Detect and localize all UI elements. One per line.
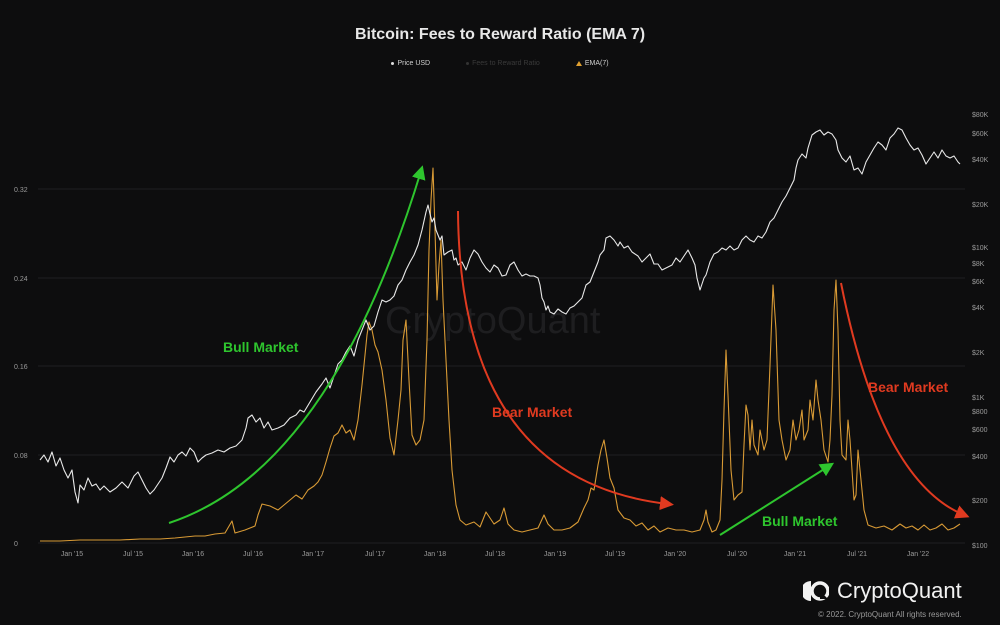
legend-item-price[interactable]: Price USD [391, 60, 430, 67]
y-right-tick: $20K [972, 202, 989, 209]
left-axis: 0.32 0.24 0.16 0.08 0 [14, 187, 28, 548]
watermark: CryptoQuant [385, 300, 601, 342]
x-tick: Jan '16 [182, 551, 204, 558]
annotation-bull-2: Bull Market [762, 513, 838, 529]
brand-name: CryptoQuant [837, 578, 962, 603]
y-left-tick: 0.24 [14, 276, 28, 283]
y-right-tick: $400 [972, 454, 988, 461]
annotation-bull-1: Bull Market [223, 339, 299, 355]
annotation-bear-1: Bear Market [492, 404, 572, 420]
cryptoquant-logo-icon [803, 581, 829, 601]
y-right-tick: $6K [972, 279, 985, 286]
legend-label-ratio: Fees to Reward Ratio [472, 60, 540, 67]
x-tick: Jan '18 [424, 551, 446, 558]
y-right-tick: $800 [972, 409, 988, 416]
y-right-tick: $4K [972, 305, 985, 312]
chart-legend: Price USD Fees to Reward Ratio EMA(7) [0, 60, 1000, 67]
y-right-tick: $10K [972, 245, 989, 252]
x-tick: Jan '17 [302, 551, 324, 558]
x-tick: Jan '20 [664, 551, 686, 558]
brand-logo: CryptoQuant [803, 578, 962, 604]
legend-label-price: Price USD [397, 60, 431, 67]
x-tick: Jul '15 [123, 551, 143, 558]
x-tick: Jul '17 [365, 551, 385, 558]
legend-label-ema: EMA(7) [584, 60, 609, 67]
x-tick: Jul '16 [243, 551, 263, 558]
price-series-line [39, 127, 961, 504]
y-right-tick: $1K [972, 395, 985, 402]
ema-triangle-icon [575, 61, 582, 66]
bull-arrow-2 [719, 462, 835, 536]
bear-arrow-2 [840, 282, 970, 519]
x-tick: Jul '21 [847, 551, 867, 558]
x-tick: Jan '21 [784, 551, 806, 558]
y-right-tick: $600 [972, 427, 988, 434]
y-right-tick: $80K [972, 112, 989, 119]
bear-arrow-1 [457, 210, 674, 511]
x-tick: Jan '19 [544, 551, 566, 558]
legend-item-ratio[interactable]: Fees to Reward Ratio [466, 60, 540, 67]
ratio-dot-icon [466, 62, 470, 65]
annotation-bear-2: Bear Market [868, 379, 948, 395]
chart-title: Bitcoin: Fees to Reward Ratio (EMA 7) [354, 26, 646, 43]
x-axis: Jan '15 Jul '15 Jan '16 Jul '16 Jan '17 Jul '… [61, 551, 929, 558]
y-right-tick: $60K [972, 131, 989, 138]
y-right-tick: $200 [972, 498, 988, 505]
ema-series-line [40, 167, 961, 542]
y-right-tick: $40K [972, 157, 989, 164]
y-right-tick: $100 [972, 543, 988, 550]
y-right-tick: $8K [972, 261, 985, 268]
y-right-tick: $2K [972, 350, 985, 357]
copyright-text: © 2022. CryptoQuant All rights reserved. [818, 610, 962, 619]
gridlines [38, 188, 965, 544]
y-left-tick: 0 [14, 541, 18, 548]
x-tick: Jan '15 [61, 551, 83, 558]
right-axis: $80K $60K $40K $20K $10K $8K $6K $4K $2K $1K $800 $… [972, 112, 989, 550]
legend-item-ema[interactable]: EMA(7) [575, 60, 609, 67]
bull-arrow-1 [168, 165, 426, 524]
x-tick: Jul '18 [485, 551, 505, 558]
y-left-tick: 0.08 [14, 453, 28, 460]
x-tick: Jul '20 [727, 551, 747, 558]
y-left-tick: 0.16 [14, 364, 28, 371]
y-left-tick: 0.32 [14, 187, 28, 194]
x-tick: Jul '19 [605, 551, 625, 558]
x-tick: Jan '22 [907, 551, 929, 558]
price-dot-icon [391, 62, 395, 65]
